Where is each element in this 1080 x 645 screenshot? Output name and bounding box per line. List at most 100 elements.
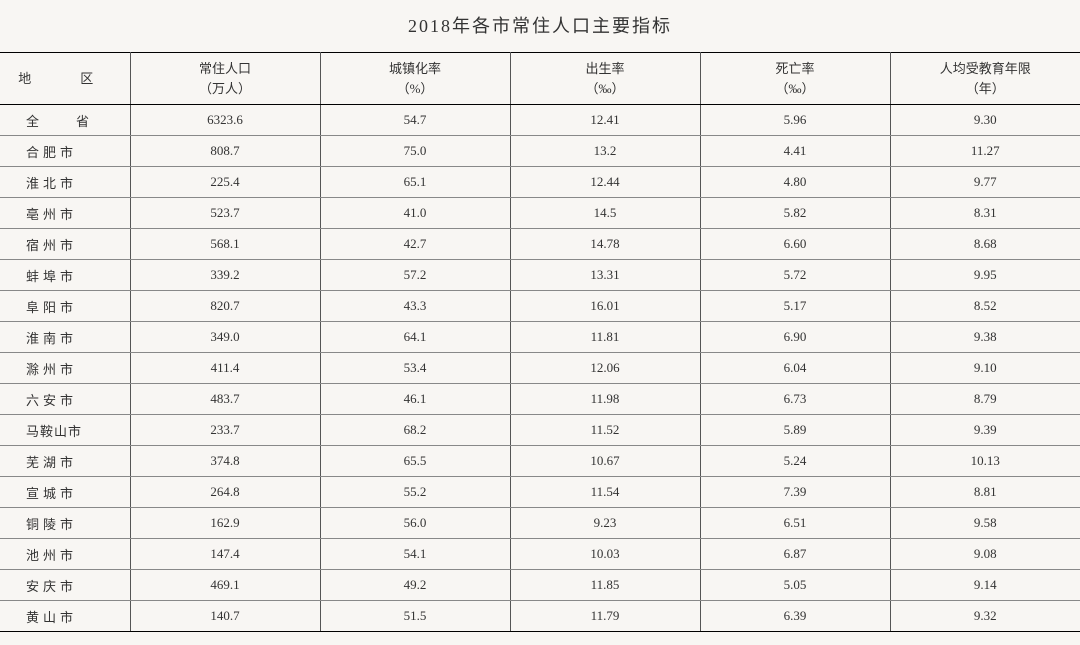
cell-population: 349.0 <box>130 322 320 353</box>
cell-urban: 49.2 <box>320 570 510 601</box>
col-birth: 出生率（‰） <box>510 53 700 105</box>
cell-edu: 11.27 <box>890 136 1080 167</box>
cell-population: 264.8 <box>130 477 320 508</box>
cell-population: 523.7 <box>130 198 320 229</box>
cell-birth: 14.5 <box>510 198 700 229</box>
cell-edu: 9.08 <box>890 539 1080 570</box>
cell-urban: 64.1 <box>320 322 510 353</box>
cell-population: 374.8 <box>130 446 320 477</box>
table-row: 池州市147.454.110.036.879.08 <box>0 539 1080 570</box>
cell-birth: 11.52 <box>510 415 700 446</box>
cell-edu: 9.32 <box>890 601 1080 632</box>
cell-birth: 11.81 <box>510 322 700 353</box>
cell-birth: 16.01 <box>510 291 700 322</box>
cell-edu: 9.77 <box>890 167 1080 198</box>
cell-population: 820.7 <box>130 291 320 322</box>
cell-urban: 41.0 <box>320 198 510 229</box>
cell-urban: 46.1 <box>320 384 510 415</box>
table-row: 淮北市225.465.112.444.809.77 <box>0 167 1080 198</box>
cell-population: 6323.6 <box>130 105 320 136</box>
cell-urban: 55.2 <box>320 477 510 508</box>
cell-urban: 68.2 <box>320 415 510 446</box>
cell-birth: 11.79 <box>510 601 700 632</box>
table-row: 阜阳市820.743.316.015.178.52 <box>0 291 1080 322</box>
cell-edu: 8.79 <box>890 384 1080 415</box>
cell-birth: 13.2 <box>510 136 700 167</box>
cell-region: 淮南市 <box>0 322 130 353</box>
cell-urban: 75.0 <box>320 136 510 167</box>
cell-birth: 11.98 <box>510 384 700 415</box>
cell-urban: 65.5 <box>320 446 510 477</box>
cell-death: 5.24 <box>700 446 890 477</box>
cell-edu: 9.39 <box>890 415 1080 446</box>
table-title: 2018年各市常住人口主要指标 <box>0 12 1080 38</box>
col-edu: 人均受教育年限（年） <box>890 53 1080 105</box>
cell-urban: 65.1 <box>320 167 510 198</box>
cell-region: 滁州市 <box>0 353 130 384</box>
cell-birth: 12.44 <box>510 167 700 198</box>
cell-death: 5.17 <box>700 291 890 322</box>
cell-region: 淮北市 <box>0 167 130 198</box>
cell-region: 池州市 <box>0 539 130 570</box>
cell-population: 147.4 <box>130 539 320 570</box>
table-row: 全 省6323.654.712.415.969.30 <box>0 105 1080 136</box>
cell-region: 黄山市 <box>0 601 130 632</box>
col-region: 地 区 <box>0 53 130 105</box>
col-urban: 城镇化率（%） <box>320 53 510 105</box>
cell-region: 六安市 <box>0 384 130 415</box>
cell-edu: 8.81 <box>890 477 1080 508</box>
table-row: 蚌埠市339.257.213.315.729.95 <box>0 260 1080 291</box>
cell-death: 6.39 <box>700 601 890 632</box>
cell-death: 4.80 <box>700 167 890 198</box>
cell-region: 铜陵市 <box>0 508 130 539</box>
cell-edu: 9.58 <box>890 508 1080 539</box>
cell-urban: 57.2 <box>320 260 510 291</box>
cell-edu: 9.95 <box>890 260 1080 291</box>
cell-urban: 54.7 <box>320 105 510 136</box>
cell-birth: 9.23 <box>510 508 700 539</box>
table-row: 滁州市411.453.412.066.049.10 <box>0 353 1080 384</box>
cell-population: 162.9 <box>130 508 320 539</box>
cell-urban: 54.1 <box>320 539 510 570</box>
table-body: 全 省6323.654.712.415.969.30合肥市808.775.013… <box>0 105 1080 632</box>
col-population: 常住人口（万人） <box>130 53 320 105</box>
cell-birth: 11.85 <box>510 570 700 601</box>
table-row: 宣城市264.855.211.547.398.81 <box>0 477 1080 508</box>
cell-death: 5.82 <box>700 198 890 229</box>
cell-urban: 42.7 <box>320 229 510 260</box>
cell-edu: 9.14 <box>890 570 1080 601</box>
table-row: 芜湖市374.865.510.675.2410.13 <box>0 446 1080 477</box>
cell-population: 808.7 <box>130 136 320 167</box>
cell-region: 宣城市 <box>0 477 130 508</box>
table-row: 淮南市349.064.111.816.909.38 <box>0 322 1080 353</box>
cell-birth: 10.03 <box>510 539 700 570</box>
cell-region: 安庆市 <box>0 570 130 601</box>
cell-birth: 12.41 <box>510 105 700 136</box>
cell-birth: 11.54 <box>510 477 700 508</box>
table-row: 宿州市568.142.714.786.608.68 <box>0 229 1080 260</box>
cell-urban: 43.3 <box>320 291 510 322</box>
cell-region: 宿州市 <box>0 229 130 260</box>
cell-population: 225.4 <box>130 167 320 198</box>
cell-population: 568.1 <box>130 229 320 260</box>
table-row: 黄山市140.751.511.796.399.32 <box>0 601 1080 632</box>
cell-region: 蚌埠市 <box>0 260 130 291</box>
cell-death: 6.04 <box>700 353 890 384</box>
cell-death: 5.89 <box>700 415 890 446</box>
header-row: 地 区 常住人口（万人） 城镇化率（%） 出生率（‰） 死亡率（‰） 人均受教育… <box>0 53 1080 105</box>
table-row: 马鞍山市233.768.211.525.899.39 <box>0 415 1080 446</box>
cell-edu: 9.38 <box>890 322 1080 353</box>
cell-edu: 10.13 <box>890 446 1080 477</box>
cell-death: 6.51 <box>700 508 890 539</box>
cell-edu: 9.10 <box>890 353 1080 384</box>
cell-urban: 56.0 <box>320 508 510 539</box>
cell-region: 合肥市 <box>0 136 130 167</box>
cell-population: 411.4 <box>130 353 320 384</box>
cell-population: 140.7 <box>130 601 320 632</box>
cell-urban: 53.4 <box>320 353 510 384</box>
cell-death: 7.39 <box>700 477 890 508</box>
cell-region: 全 省 <box>0 105 130 136</box>
cell-death: 5.96 <box>700 105 890 136</box>
cell-death: 4.41 <box>700 136 890 167</box>
cell-region: 亳州市 <box>0 198 130 229</box>
